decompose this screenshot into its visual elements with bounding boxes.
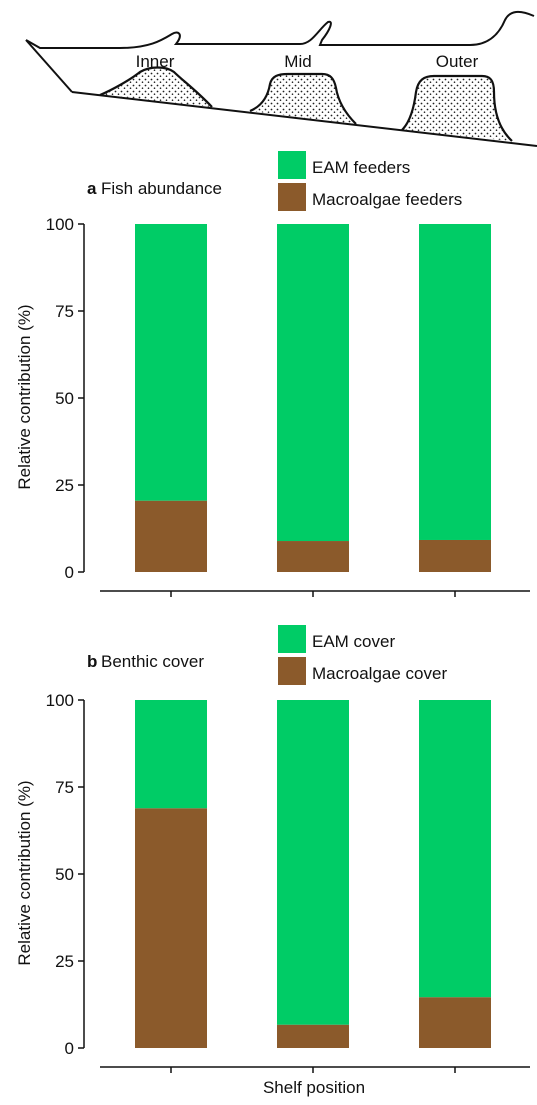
outer-reef-outline bbox=[401, 74, 513, 142]
panel-a-y-tick-label-0: 0 bbox=[65, 563, 74, 582]
legend-a-label-eam: EAM feeders bbox=[312, 158, 410, 177]
legend-a-swatch-macroalgae bbox=[278, 183, 306, 211]
panel-a-letter: a bbox=[87, 179, 97, 198]
legend-a-swatch-eam bbox=[278, 151, 306, 179]
panel-a-bars bbox=[135, 224, 491, 572]
panel-a-x-axis bbox=[100, 590, 530, 597]
panel-b-y-tick-label-25: 25 bbox=[55, 952, 74, 971]
panel-b-bar-3-eam-cover bbox=[419, 700, 491, 998]
mid-reef-shape bbox=[250, 74, 356, 124]
shelf-cross-section-illustration: Inner Mid Outer bbox=[25, 10, 537, 147]
panel-b-letter: b bbox=[87, 652, 97, 671]
panel-b-bar-1-macroalgae-cover bbox=[135, 808, 207, 1048]
shelf-label-mid: Mid bbox=[284, 52, 311, 71]
panel-b-bar-2-eam-cover bbox=[277, 700, 349, 1025]
panel-a-y-tick-label-100: 100 bbox=[46, 215, 74, 234]
seafloor-line bbox=[71, 91, 537, 147]
panel-b-bar-2-macroalgae-cover bbox=[277, 1024, 349, 1048]
panel-a-y-axis: 0 25 50 75 100 bbox=[46, 215, 85, 582]
legend-b-label-macroalgae: Macroalgae cover bbox=[312, 664, 447, 683]
shelf-label-outer: Outer bbox=[436, 52, 479, 71]
inner-reef-outline bbox=[99, 66, 213, 108]
panel-a-bar-3-eam-feeders bbox=[419, 224, 491, 540]
panel-b-benthic-cover-chart: b Benthic cover EAM cover Macroalgae cov… bbox=[15, 625, 530, 1097]
shelf-label-inner: Inner bbox=[136, 52, 175, 71]
legend-b-swatch-eam bbox=[278, 625, 306, 653]
sea-surface-wave-line bbox=[25, 10, 535, 49]
outer-reef-shape bbox=[402, 76, 512, 141]
panel-b-y-tick-label-100: 100 bbox=[46, 691, 74, 710]
panel-b-bars bbox=[135, 700, 491, 1048]
x-axis-title-shelf-position: Shelf position bbox=[263, 1078, 365, 1097]
panel-b-y-tick-label-75: 75 bbox=[55, 778, 74, 797]
panel-a-bar-3-macroalgae-feeders bbox=[419, 539, 491, 572]
panel-a-title: Fish abundance bbox=[101, 179, 222, 198]
panel-b-bar-1-eam-cover bbox=[135, 700, 207, 809]
panel-a-bar-2-eam-feeders bbox=[277, 224, 349, 542]
panel-b-y-axis: 0 25 50 75 100 bbox=[46, 691, 85, 1058]
panel-b-y-tick-label-0: 0 bbox=[65, 1039, 74, 1058]
legend-a-label-macroalgae: Macroalgae feeders bbox=[312, 190, 462, 209]
panel-b-bar-3-macroalgae-cover bbox=[419, 997, 491, 1048]
panel-a-bar-1-eam-feeders bbox=[135, 224, 207, 501]
panel-b-y-tick-label-50: 50 bbox=[55, 865, 74, 884]
panel-b-title: Benthic cover bbox=[101, 652, 204, 671]
panel-a-y-tick-label-75: 75 bbox=[55, 302, 74, 321]
mid-reef-outline bbox=[249, 72, 357, 125]
panel-a-bar-1-macroalgae-feeders bbox=[135, 500, 207, 572]
panel-a-y-tick-label-25: 25 bbox=[55, 476, 74, 495]
shore-slope-line bbox=[25, 39, 73, 93]
panel-a-bar-2-macroalgae-feeders bbox=[277, 541, 349, 572]
panel-b-y-axis-label: Relative contribution (%) bbox=[15, 780, 34, 965]
panel-a-y-axis-label: Relative contribution (%) bbox=[15, 304, 34, 489]
inner-reef-shape bbox=[100, 67, 212, 107]
legend-b-swatch-macroalgae bbox=[278, 657, 306, 685]
panel-a-y-tick-label-50: 50 bbox=[55, 389, 74, 408]
panel-a-fish-abundance-chart: a Fish abundance EAM feeders Macroalgae … bbox=[15, 151, 530, 597]
panel-b-x-axis bbox=[100, 1066, 530, 1073]
legend-b-label-eam: EAM cover bbox=[312, 632, 395, 651]
